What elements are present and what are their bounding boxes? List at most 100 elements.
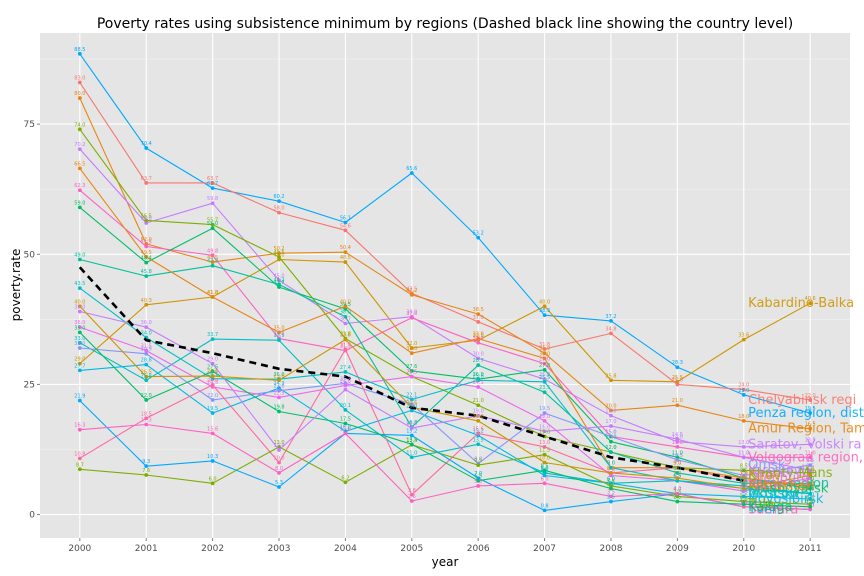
data-label: 88.5	[74, 47, 85, 53]
data-point	[343, 314, 348, 319]
data-label: 8.0	[541, 466, 549, 472]
data-label: 20.6	[406, 400, 417, 406]
data-point	[476, 478, 481, 483]
data-point	[409, 408, 414, 413]
series-line	[79, 258, 811, 383]
data-label: 6.5	[673, 474, 681, 480]
data-label: 13.0	[539, 440, 550, 446]
data-point	[77, 368, 82, 373]
data-label: 58.0	[273, 206, 284, 212]
data-label: 32.0	[74, 341, 85, 347]
data-point	[609, 331, 613, 336]
data-point	[210, 411, 215, 415]
data-label: 17.5	[340, 416, 351, 422]
data-label: 2.5	[607, 495, 615, 501]
data-label: 20.1	[340, 403, 351, 409]
data-point	[210, 226, 215, 231]
data-point	[409, 368, 414, 373]
data-point	[144, 422, 149, 427]
data-point	[542, 313, 547, 318]
data-label: 40.6	[805, 296, 816, 302]
data-point	[675, 437, 680, 441]
series-end-label: Omsk	[748, 458, 786, 473]
data-label: 13.4	[406, 438, 417, 444]
data-point	[409, 351, 414, 356]
data-label: 38.0	[406, 310, 417, 316]
x-tick-label: 2006	[467, 544, 490, 554]
data-label: 15.6	[340, 426, 351, 432]
data-point	[409, 402, 414, 407]
series-line	[79, 347, 811, 477]
y-axis: 0 25 50 75	[24, 120, 40, 521]
data-point	[741, 494, 746, 499]
data-label: 63.7	[141, 176, 152, 182]
data-label: 8.0	[673, 466, 681, 472]
data-label: 24.5	[473, 380, 484, 386]
data-point	[144, 181, 149, 185]
region-end-labels: Penza region, district Ze Kabardino-Balka…	[747, 296, 864, 517]
data-point	[210, 383, 215, 387]
data-label: 27.4	[340, 365, 351, 371]
data-label: 18.0	[738, 414, 749, 420]
data-label: 15.0	[539, 429, 550, 435]
data-label: 33.6	[340, 333, 351, 339]
data-point	[210, 295, 215, 299]
data-point	[144, 362, 149, 367]
data-point	[210, 459, 215, 463]
data-label: 26.0	[539, 372, 550, 378]
data-point	[144, 378, 149, 383]
data-point	[476, 312, 481, 317]
major-gridlines	[40, 33, 850, 538]
data-label: 33.8	[340, 332, 351, 338]
data-point	[741, 499, 746, 504]
data-label: 25.5	[672, 375, 683, 381]
data-label: 10.8	[74, 451, 85, 457]
data-label: 18.0	[473, 414, 484, 420]
data-point	[210, 398, 215, 402]
data-label: 21.0	[672, 398, 683, 404]
data-point	[675, 403, 680, 408]
data-point	[808, 411, 813, 415]
data-label: 18.5	[141, 411, 152, 417]
data-point	[277, 210, 281, 215]
data-point	[77, 330, 82, 335]
series-line	[79, 189, 811, 458]
data-point	[277, 378, 281, 383]
data-label: 16.6	[406, 421, 417, 427]
data-point	[675, 491, 680, 496]
data-point	[808, 497, 813, 501]
data-point	[144, 416, 149, 421]
series-line	[79, 310, 811, 471]
data-point	[277, 395, 281, 400]
data-label: 23.5	[539, 385, 550, 391]
data-point	[277, 444, 281, 449]
data-label: 25.8	[605, 373, 616, 379]
data-point	[675, 471, 680, 475]
x-tick-label: 2000	[68, 544, 91, 554]
data-label: 25.8	[273, 373, 284, 379]
data-label: 38.0	[340, 310, 351, 316]
plot-panel	[40, 33, 850, 538]
data-point	[476, 476, 481, 481]
series-end-label: Saratov, Volski ra	[748, 437, 861, 452]
data-label: 17.0	[605, 419, 616, 425]
data-point	[343, 220, 348, 225]
data-point	[210, 431, 215, 436]
data-point	[675, 476, 680, 481]
data-label: 49.8	[207, 248, 218, 254]
chart-title: Poverty rates using subsistence minimum …	[97, 16, 793, 32]
data-point	[741, 418, 746, 423]
data-point	[609, 473, 613, 478]
data-point	[476, 431, 481, 436]
data-label: 49.5	[273, 250, 284, 256]
data-label: 27.5	[207, 364, 218, 370]
data-point	[542, 460, 547, 465]
data-label: 59.0	[74, 200, 85, 206]
data-label: 9.0	[607, 461, 615, 467]
data-label: 7.5	[541, 469, 549, 475]
data-label: 11.0	[406, 450, 417, 456]
data-label: 31.8	[539, 342, 550, 348]
data-point	[542, 379, 547, 384]
data-point	[808, 301, 813, 306]
data-label: 49.0	[273, 252, 284, 258]
